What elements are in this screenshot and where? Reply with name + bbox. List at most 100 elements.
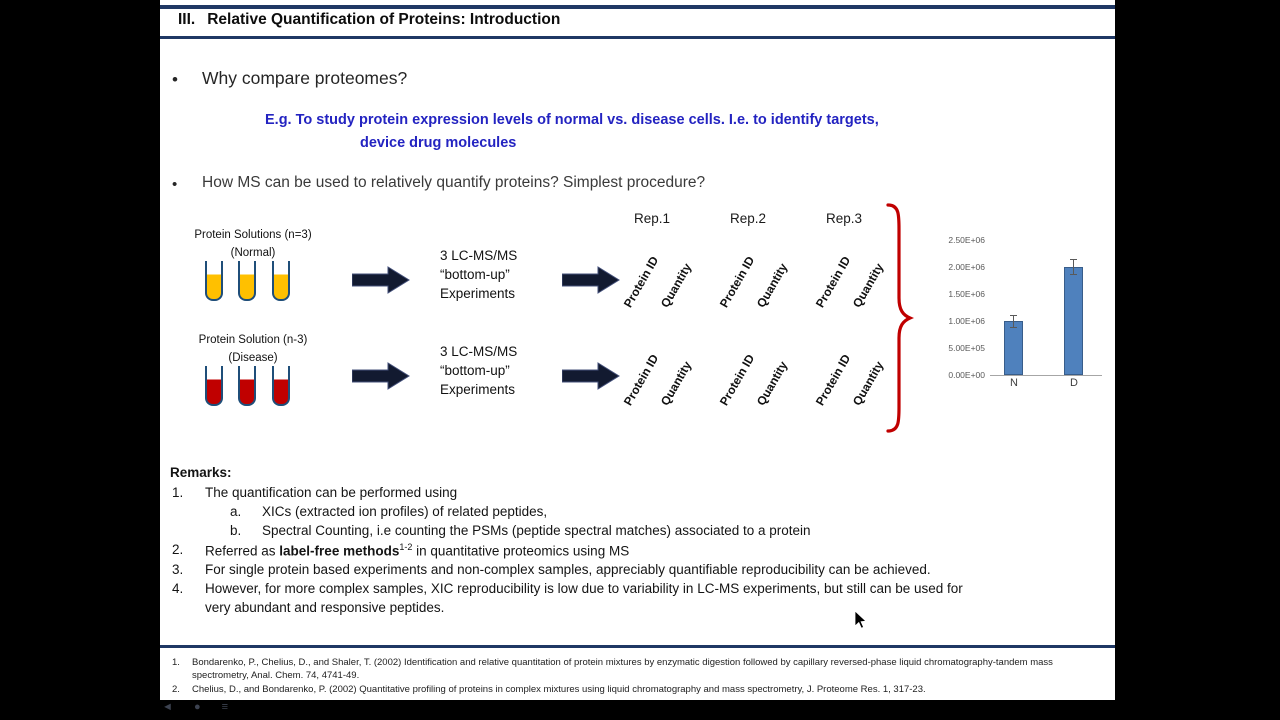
normal-test-tubes [202, 261, 298, 301]
chart-bar-n [1004, 321, 1023, 375]
mouse-cursor-icon [854, 610, 867, 629]
bar-chart: 2.50E+06 2.00E+06 1.50E+06 1.00E+06 5.00… [930, 234, 1112, 412]
reference-1-number: 1. [172, 657, 180, 668]
reference-1-text: Bondarenko, P., Chelius, D., and Shaler,… [192, 657, 1053, 681]
col-quantity-label: Quantity [753, 358, 791, 408]
test-tube-icon [235, 261, 259, 301]
normal-sample-label: Protein Solutions (n=3) (Normal) [173, 226, 333, 262]
remark-1a-text: XICs (extracted ion profiles) of related… [262, 504, 548, 519]
menu-icon[interactable]: ≡ [221, 701, 229, 713]
remark-1b-number: b. [230, 523, 242, 538]
col-quantity-label: Quantity [849, 358, 887, 408]
lcms-line-3: Experiments [440, 382, 516, 397]
curly-brace-icon [886, 203, 914, 433]
lcms-process-disease: 3 LC-MS/MS “bottom-up” Experiments [440, 342, 517, 399]
reference-2-number: 2. [172, 684, 180, 695]
test-tube-icon [202, 261, 226, 301]
example-text-line-2: device drug molecules [360, 135, 517, 151]
disease-sample-label: Protein Solution (n-3) (Disease) [173, 331, 333, 367]
y-tick-label: 1.00E+06 [948, 316, 985, 326]
disease-sample-label-line2: (Disease) [228, 352, 278, 364]
col-protein-id-label: Protein ID [716, 253, 758, 310]
remark-4-text-line1: However, for more complex samples, XIC r… [205, 581, 963, 596]
y-tick-label: 5.00E+05 [948, 343, 985, 353]
remark-1-text: The quantification can be performed usin… [205, 485, 458, 500]
remark-2-superscript: 1-2 [399, 542, 413, 552]
col-protein-id-label: Protein ID [620, 351, 662, 408]
y-tick-label: 1.50E+06 [948, 289, 985, 299]
player-controls: ◄ ● ≡ [162, 701, 246, 719]
remark-1a-number: a. [230, 504, 242, 519]
example-text-line-1: E.g. To study protein expression levels … [265, 112, 879, 128]
flow-arrow-icon [562, 362, 620, 390]
remark-3-number: 3. [172, 562, 184, 577]
remark-3-text: For single protein based experiments and… [205, 562, 931, 577]
col-protein-id-label: Protein ID [620, 253, 662, 310]
flow-arrow-icon [562, 266, 620, 294]
remark-2-text: Referred as label-free methods1-2 in qua… [205, 542, 629, 559]
rep2-header: Rep.2 [729, 211, 767, 226]
disease-test-tubes [202, 366, 298, 406]
bullet-dot: • [172, 70, 178, 89]
remarks-heading: Remarks: [170, 465, 232, 480]
tube-body [238, 366, 257, 406]
slide-title-number: III. [178, 11, 196, 28]
disease-sample-label-line1: Protein Solution (n-3) [198, 334, 308, 346]
bullet-1-text: Why compare proteomes? [202, 68, 408, 88]
col-quantity-label: Quantity [849, 260, 887, 310]
col-protein-id-label: Protein ID [716, 351, 758, 408]
remark-2-bold: label-free methods [279, 543, 400, 559]
title-underline-rule [160, 36, 1115, 39]
top-rule [160, 5, 1115, 9]
tube-body [205, 366, 223, 406]
remark-1b-text: Spectral Counting, i.e counting the PSMs… [262, 523, 811, 538]
error-bar-d [1069, 258, 1078, 276]
col-protein-id-label: Protein ID [812, 253, 854, 310]
slide-title: III. Relative Quantification of Proteins:… [178, 11, 560, 29]
y-tick-label: 0.00E+00 [948, 370, 985, 380]
lcms-line-2: “bottom-up” [440, 267, 510, 282]
lcms-line-3: Experiments [440, 286, 516, 301]
bullet-2-text: How MS can be used to relatively quantif… [202, 174, 706, 191]
rewind-icon[interactable]: ◄ [162, 701, 173, 713]
x-tick-label-n: N [1010, 377, 1018, 389]
lcms-line-1: 3 LC-MS/MS [440, 344, 518, 359]
y-tick-label: 2.00E+06 [948, 262, 985, 272]
slide-title-text: Relative Quantification of Proteins: Int… [207, 11, 561, 28]
normal-sample-label-line2: (Normal) [230, 247, 276, 259]
flow-arrow-icon [352, 266, 410, 294]
col-protein-id-label: Protein ID [812, 351, 854, 408]
remark-2-suffix: in quantitative proteomics using MS [412, 543, 630, 559]
chart-bar-d [1064, 267, 1083, 375]
col-quantity-label: Quantity [657, 260, 695, 310]
remark-4-number: 4. [172, 581, 184, 596]
col-quantity-label: Quantity [657, 358, 695, 408]
chart-plot-area [990, 240, 1102, 376]
normal-sample-label-line1: Protein Solutions (n=3) [194, 229, 312, 241]
error-bar-n [1009, 314, 1018, 328]
tube-body [271, 261, 290, 301]
footer-rule [160, 645, 1115, 648]
remark-2-number: 2. [172, 542, 184, 557]
tube-body [205, 261, 223, 301]
remark-1-number: 1. [172, 485, 184, 500]
bullet-dot: • [172, 176, 178, 193]
test-tube-icon [269, 366, 293, 406]
col-quantity-label: Quantity [753, 260, 791, 310]
tube-body [238, 261, 257, 301]
test-tube-icon [202, 366, 226, 406]
rep3-header: Rep.3 [825, 211, 863, 226]
slide: III. Relative Quantification of Proteins:… [160, 0, 1115, 700]
y-tick-label: 2.50E+06 [948, 235, 985, 245]
test-tube-icon [235, 366, 259, 406]
remark-2-prefix: Referred as [205, 543, 280, 559]
flow-arrow-icon [352, 362, 410, 390]
lcms-line-2: “bottom-up” [440, 363, 510, 378]
x-tick-label-d: D [1070, 377, 1078, 389]
lcms-line-1: 3 LC-MS/MS [440, 248, 518, 263]
record-icon[interactable]: ● [193, 701, 201, 713]
reference-2-text: Chelius, D., and Bondarenko, P. (2002) Q… [192, 684, 926, 695]
tube-body [271, 366, 290, 406]
rep1-header: Rep.1 [633, 211, 671, 226]
